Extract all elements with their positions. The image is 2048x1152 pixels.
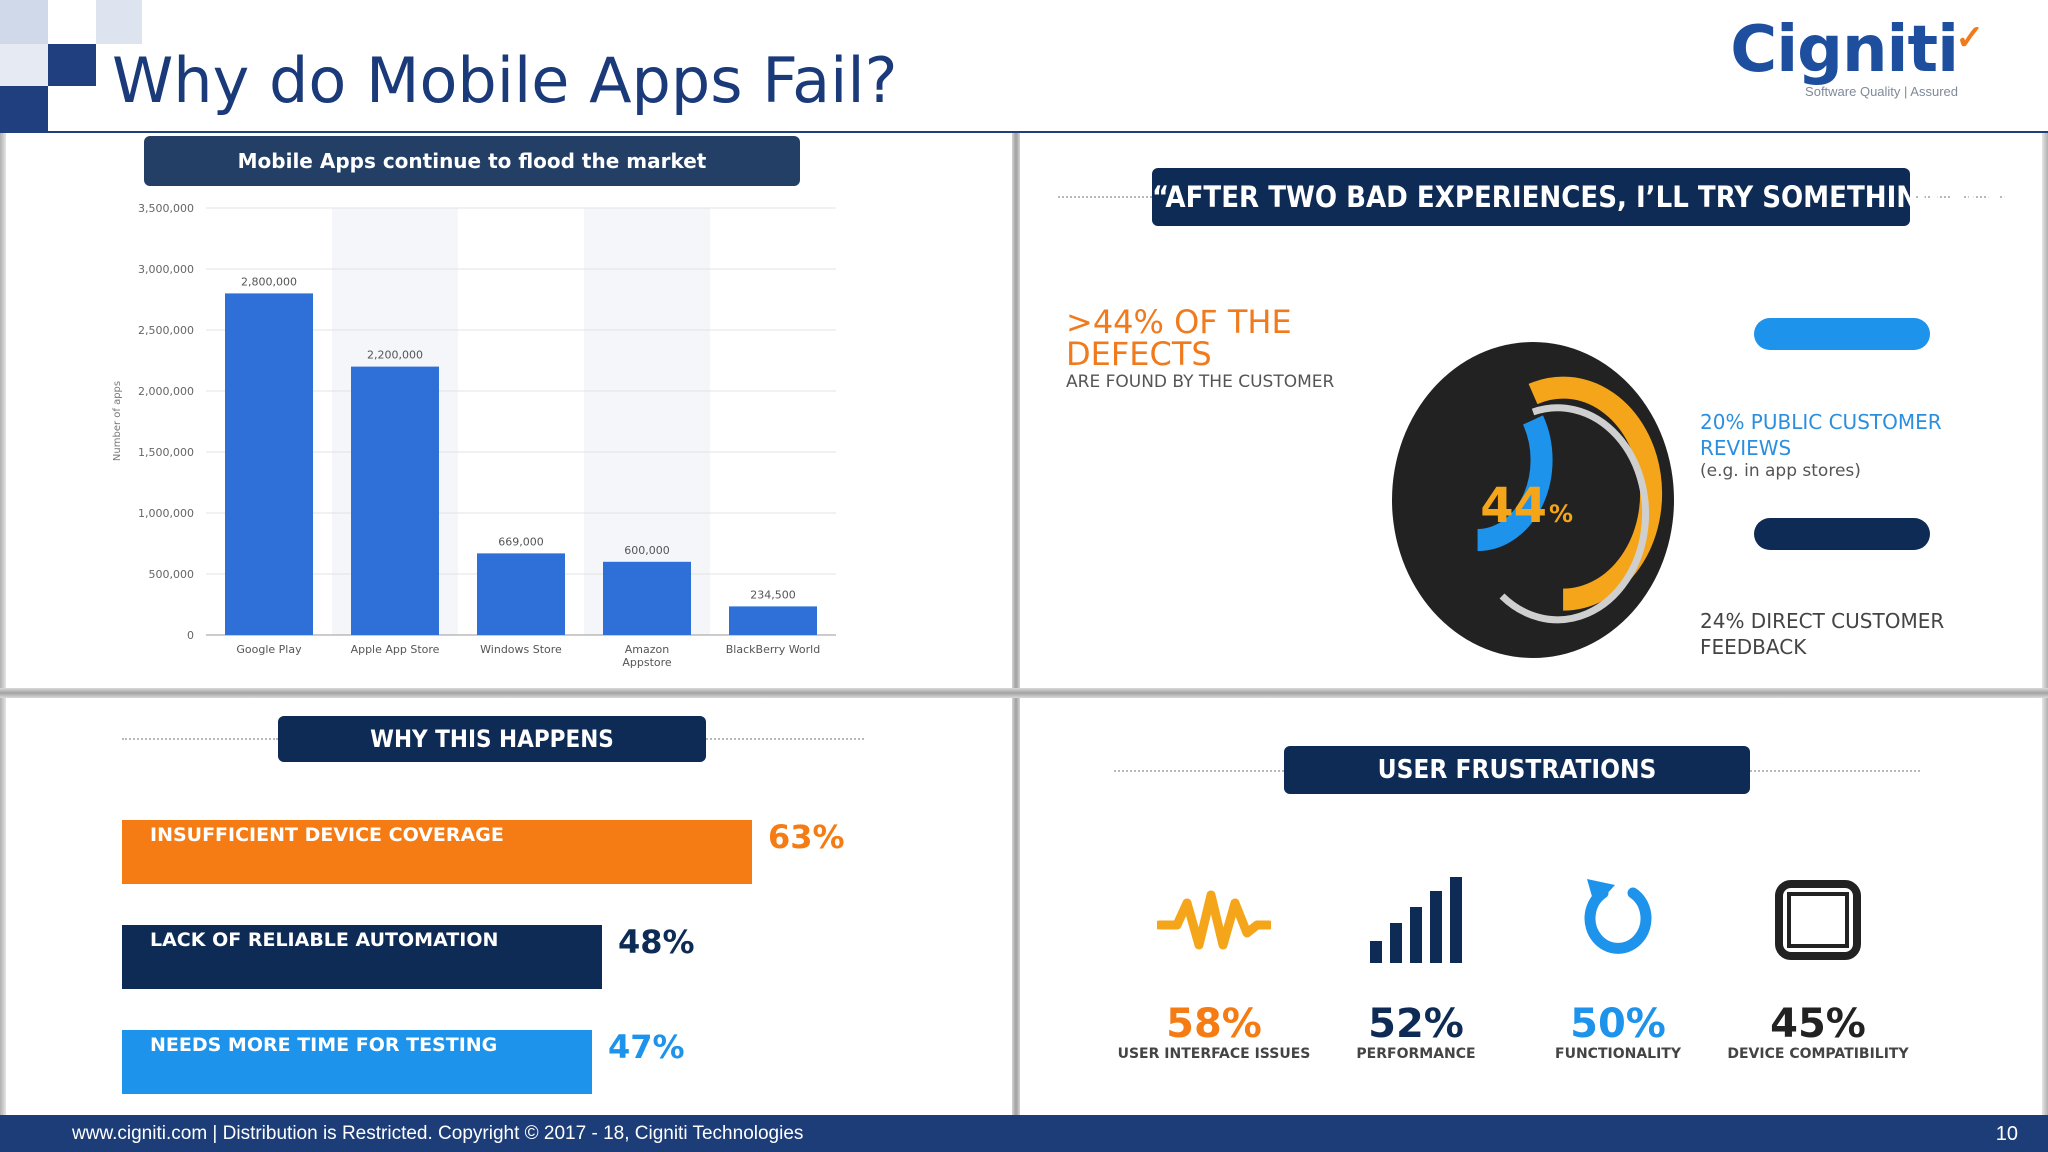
chart-value-label: 2,800,000 bbox=[241, 275, 297, 288]
chart-category-label: Windows Store bbox=[480, 643, 562, 656]
why-bar-pct: 63% bbox=[768, 818, 845, 856]
quadrant-divider bbox=[1012, 133, 1020, 1115]
chart-value-label: 669,000 bbox=[498, 535, 544, 548]
quadrant-divider bbox=[0, 688, 2048, 698]
donut-heading: “AFTER TWO BAD EXPERIENCES, I’LL TRY SOM… bbox=[1152, 168, 2037, 226]
logo-wordmark: Cigniti bbox=[1730, 13, 1959, 87]
frustration-pct: 58% bbox=[1166, 1001, 1262, 1047]
frame-edge bbox=[2042, 133, 2048, 1115]
why-bar-automation: LACK OF RELIABLE AUTOMATION bbox=[122, 925, 602, 989]
frustration-label: FUNCTIONALITY bbox=[1555, 1046, 1681, 1062]
defects-line-1: >44% OF THE bbox=[1066, 303, 1292, 341]
chart-value-label: 2,200,000 bbox=[367, 349, 423, 362]
chart-category-label: Apple App Store bbox=[351, 643, 440, 656]
refresh-icon bbox=[1518, 872, 1718, 968]
chart-category-label: Appstore bbox=[622, 656, 672, 669]
header-divider bbox=[0, 131, 2048, 133]
defects-headline: >44% OF THE DEFECTS bbox=[1066, 306, 1292, 370]
chart-bar bbox=[225, 293, 313, 635]
defects-line-2: DEFECTS bbox=[1066, 335, 1212, 373]
frustration-performance: 52% PERFORMANCE bbox=[1316, 872, 1516, 1062]
donut-blue-arc bbox=[1477, 415, 1553, 551]
chart-heading: Mobile Apps continue to flood the market bbox=[144, 136, 800, 186]
heading-rule bbox=[1114, 770, 1284, 772]
heading-rule bbox=[122, 738, 278, 740]
page-title: Why do Mobile Apps Fail? bbox=[112, 44, 898, 117]
header-square bbox=[0, 0, 48, 44]
legend-direct-feedback: 24% DIRECT CUSTOMER FEEDBACK bbox=[1700, 608, 1944, 660]
why-heading: WHY THIS HAPPENS bbox=[278, 716, 706, 762]
chart-ytick-label: 3,000,000 bbox=[138, 263, 194, 276]
frame-edge bbox=[0, 133, 6, 1115]
chart-value-label: 234,500 bbox=[750, 588, 796, 601]
defects-subtext: ARE FOUND BY THE CUSTOMER bbox=[1066, 372, 1335, 392]
defects-donut-chart: 44 % bbox=[1392, 342, 1674, 658]
legend-public-note: (e.g. in app stores) bbox=[1700, 461, 1861, 481]
app-store-bar-chart: 0 500,000 1,000,000 1,500,000 2,000,000 2,500… bbox=[112, 202, 836, 669]
frustration-functionality: 50% FUNCTIONALITY bbox=[1518, 872, 1718, 1062]
frustration-compatibility: 45% DEVICE COMPATIBILITY bbox=[1718, 872, 1918, 1062]
legend-public-line2: REVIEWS bbox=[1700, 436, 1792, 460]
chart-ytick-label: 500,000 bbox=[149, 568, 195, 581]
chart-category-label: BlackBerry World bbox=[726, 643, 820, 656]
chart-ytick-label: 0 bbox=[187, 629, 194, 642]
header-square bbox=[0, 44, 48, 86]
heading-rule bbox=[1916, 196, 2006, 198]
header-square bbox=[96, 0, 142, 44]
frustration-label: DEVICE COMPATIBILITY bbox=[1727, 1046, 1909, 1062]
header-square bbox=[0, 86, 48, 131]
chart-ytick-label: 1,000,000 bbox=[138, 507, 194, 520]
chart-ytick-label: 3,500,000 bbox=[138, 202, 194, 215]
chart-ytick-label: 2,500,000 bbox=[138, 324, 194, 337]
logo-tagline: Software Quality | Assured bbox=[1805, 84, 1958, 99]
checkmark-icon: ✓ bbox=[1955, 19, 1985, 57]
why-bar-label: NEEDS MORE TIME FOR TESTING bbox=[150, 1034, 498, 1056]
chart-panel: Mobile Apps continue to flood the market… bbox=[6, 133, 1012, 688]
frustration-ui: 58% USER INTERFACE ISSUES bbox=[1114, 872, 1314, 1062]
chart-category-label: Amazon bbox=[625, 643, 669, 656]
frustration-label: PERFORMANCE bbox=[1356, 1046, 1476, 1062]
legend-swatch-public bbox=[1754, 318, 1930, 350]
cigniti-logo: Cigniti ✓ Software Quality | Assured bbox=[1730, 13, 1984, 99]
chart-bar bbox=[603, 561, 691, 635]
why-bar-label: LACK OF RELIABLE AUTOMATION bbox=[150, 929, 499, 951]
why-bar-device-coverage: INSUFFICIENT DEVICE COVERAGE bbox=[122, 820, 752, 884]
legend-direct-line1: 24% DIRECT CUSTOMER bbox=[1700, 609, 1945, 633]
chart-category-label: Google Play bbox=[236, 643, 302, 656]
chart-value-label: 600,000 bbox=[624, 544, 670, 557]
why-bar-testing-time: NEEDS MORE TIME FOR TESTING bbox=[122, 1030, 592, 1094]
donut-orange-arc bbox=[1528, 376, 1663, 611]
chart-ylabel: Number of apps bbox=[112, 381, 123, 461]
donut-grey-arc bbox=[1499, 404, 1650, 624]
chart-ytick-label: 2,000,000 bbox=[138, 385, 194, 398]
why-bar-label: INSUFFICIENT DEVICE COVERAGE bbox=[150, 824, 504, 846]
heading-rule bbox=[1750, 770, 1920, 772]
frustration-pct: 52% bbox=[1368, 1001, 1464, 1047]
signal-bars-icon bbox=[1316, 872, 1516, 968]
footer-text: www.cigniti.com | Distribution is Restri… bbox=[72, 1123, 804, 1144]
waveform-icon bbox=[1114, 872, 1314, 968]
frustration-label: USER INTERFACE ISSUES bbox=[1117, 1046, 1311, 1062]
footer-bar: www.cigniti.com | Distribution is Restri… bbox=[0, 1115, 2048, 1152]
header-square bbox=[48, 44, 96, 86]
heading-rule bbox=[1058, 196, 1152, 198]
chart-bar bbox=[351, 366, 439, 635]
legend-swatch-direct bbox=[1754, 518, 1930, 550]
legend-direct-line2: FEEDBACK bbox=[1700, 635, 1807, 659]
donut-center-value: 44 bbox=[1480, 478, 1547, 534]
legend-public-line1: 20% PUBLIC CUSTOMER bbox=[1700, 410, 1942, 434]
tablet-icon bbox=[1718, 872, 1918, 968]
chart-bar bbox=[729, 606, 817, 635]
frustration-pct: 45% bbox=[1770, 1001, 1866, 1047]
chart-ytick-label: 1,500,000 bbox=[138, 446, 194, 459]
heading-rule bbox=[706, 738, 864, 740]
page-number: 10 bbox=[1995, 1123, 2018, 1145]
donut-center-unit: % bbox=[1549, 500, 1573, 528]
chart-bar bbox=[477, 553, 565, 635]
frustrations-heading: USER FRUSTRATIONS bbox=[1284, 746, 1750, 794]
why-bar-pct: 48% bbox=[618, 923, 695, 961]
why-bar-pct: 47% bbox=[608, 1028, 685, 1066]
legend-public-reviews: 20% PUBLIC CUSTOMER REVIEWS bbox=[1700, 409, 1942, 461]
frustration-pct: 50% bbox=[1570, 1001, 1666, 1047]
